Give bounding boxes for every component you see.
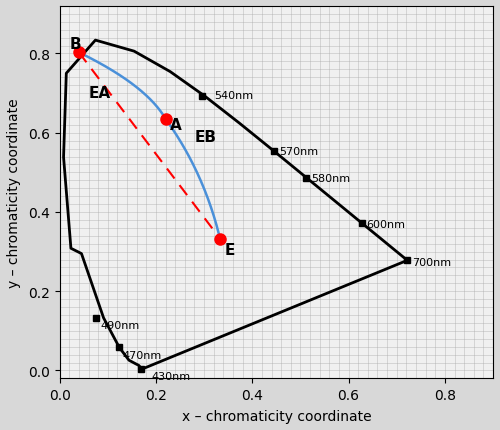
Text: 490nm: 490nm — [100, 320, 140, 330]
Text: 470nm: 470nm — [122, 350, 162, 360]
X-axis label: x – chromaticity coordinate: x – chromaticity coordinate — [182, 409, 371, 423]
Text: B: B — [69, 37, 81, 52]
Text: 580nm: 580nm — [312, 173, 350, 183]
Text: 600nm: 600nm — [366, 219, 406, 229]
Text: A: A — [170, 117, 182, 132]
Text: EA: EA — [88, 86, 110, 101]
Text: E: E — [225, 243, 235, 258]
Text: 540nm: 540nm — [214, 91, 253, 101]
Text: 700nm: 700nm — [412, 257, 452, 267]
Text: EB: EB — [194, 129, 216, 144]
Y-axis label: y – chromaticity coordinate: y – chromaticity coordinate — [7, 98, 21, 287]
Text: 430nm: 430nm — [151, 372, 190, 381]
Text: 570nm: 570nm — [278, 146, 318, 156]
